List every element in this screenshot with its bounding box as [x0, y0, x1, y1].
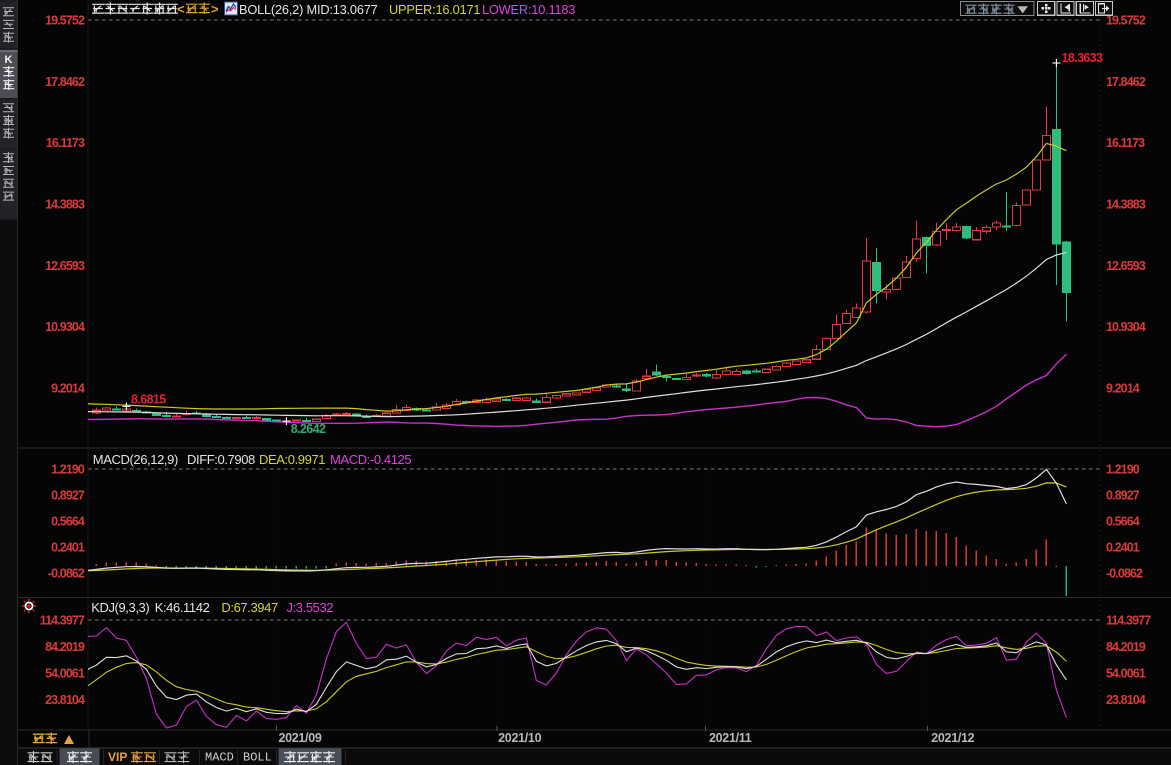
svg-text:0.5664: 0.5664: [51, 515, 85, 529]
svg-text:MACD: MACD: [205, 751, 234, 765]
svg-text:0.2401: 0.2401: [1106, 541, 1140, 555]
svg-text:12.6593: 12.6593: [45, 259, 85, 273]
svg-text:9.2014: 9.2014: [1106, 382, 1140, 396]
svg-text:17.8462: 17.8462: [1106, 75, 1146, 89]
svg-text:KDJ(9,3,3): KDJ(9,3,3): [91, 600, 149, 615]
svg-text:23.8104: 23.8104: [45, 693, 85, 707]
svg-text:UPPER:16.0171: UPPER:16.0171: [389, 2, 480, 17]
svg-text:<: <: [177, 2, 185, 17]
svg-text:BOLL: BOLL: [243, 751, 272, 765]
svg-text:54.0061: 54.0061: [1106, 667, 1146, 681]
svg-text:D:67.3947: D:67.3947: [221, 600, 278, 615]
svg-text:2021/09: 2021/09: [278, 731, 321, 745]
svg-text:2021/10: 2021/10: [498, 731, 541, 745]
svg-text:1.2190: 1.2190: [51, 463, 85, 477]
svg-text:8.6815: 8.6815: [131, 393, 166, 407]
svg-text:MID:13.0677: MID:13.0677: [307, 2, 378, 17]
svg-text:K: K: [5, 54, 13, 66]
svg-text:0.8927: 0.8927: [51, 489, 85, 503]
svg-text:J:3.5532: J:3.5532: [287, 600, 334, 615]
svg-text:BOLL(26,2): BOLL(26,2): [239, 2, 303, 17]
svg-text:8.2642: 8.2642: [291, 422, 326, 436]
svg-text:19.5752: 19.5752: [45, 14, 85, 28]
svg-text:84.2019: 84.2019: [45, 640, 85, 654]
svg-text:2021/12: 2021/12: [931, 731, 974, 745]
svg-text:1.2190: 1.2190: [1106, 463, 1140, 477]
svg-text:-0.0862: -0.0862: [1106, 567, 1143, 581]
svg-text:MACD(26,12,9): MACD(26,12,9): [93, 452, 178, 467]
svg-text:14.3883: 14.3883: [1106, 198, 1146, 212]
svg-text:114.3977: 114.3977: [40, 614, 85, 628]
svg-text:VIP: VIP: [108, 750, 127, 764]
svg-text:K:46.1142: K:46.1142: [155, 600, 210, 615]
svg-text:12.6593: 12.6593: [1106, 259, 1146, 273]
svg-text:14.3883: 14.3883: [45, 198, 85, 212]
svg-text:0.5664: 0.5664: [1106, 515, 1140, 529]
svg-text:-0.0862: -0.0862: [48, 567, 85, 581]
svg-text:17.8462: 17.8462: [45, 75, 85, 89]
svg-text:DIFF:0.7908: DIFF:0.7908: [187, 452, 255, 467]
svg-text:>: >: [211, 2, 219, 17]
svg-text:16.1173: 16.1173: [46, 136, 85, 150]
svg-text:2021/11: 2021/11: [709, 731, 752, 745]
svg-text:10.9304: 10.9304: [1106, 320, 1146, 334]
svg-text:54.0061: 54.0061: [45, 667, 85, 681]
svg-text:10.9304: 10.9304: [45, 320, 85, 334]
svg-text:9.2014: 9.2014: [51, 382, 85, 396]
svg-text:LOWER:10.1183: LOWER:10.1183: [482, 2, 575, 17]
svg-text:84.2019: 84.2019: [1106, 640, 1146, 654]
svg-text:16.1173: 16.1173: [1106, 136, 1145, 150]
svg-text:19.5752: 19.5752: [1106, 14, 1146, 28]
svg-text:MACD:-0.4125: MACD:-0.4125: [330, 452, 411, 467]
svg-text:114.3977: 114.3977: [1106, 614, 1151, 628]
svg-text:0.2401: 0.2401: [51, 541, 85, 555]
svg-text:18.3633: 18.3633: [1062, 51, 1104, 65]
svg-text:0.8927: 0.8927: [1106, 489, 1140, 503]
svg-text:23.8104: 23.8104: [1106, 693, 1146, 707]
svg-text:DEA:0.9971: DEA:0.9971: [259, 452, 325, 467]
